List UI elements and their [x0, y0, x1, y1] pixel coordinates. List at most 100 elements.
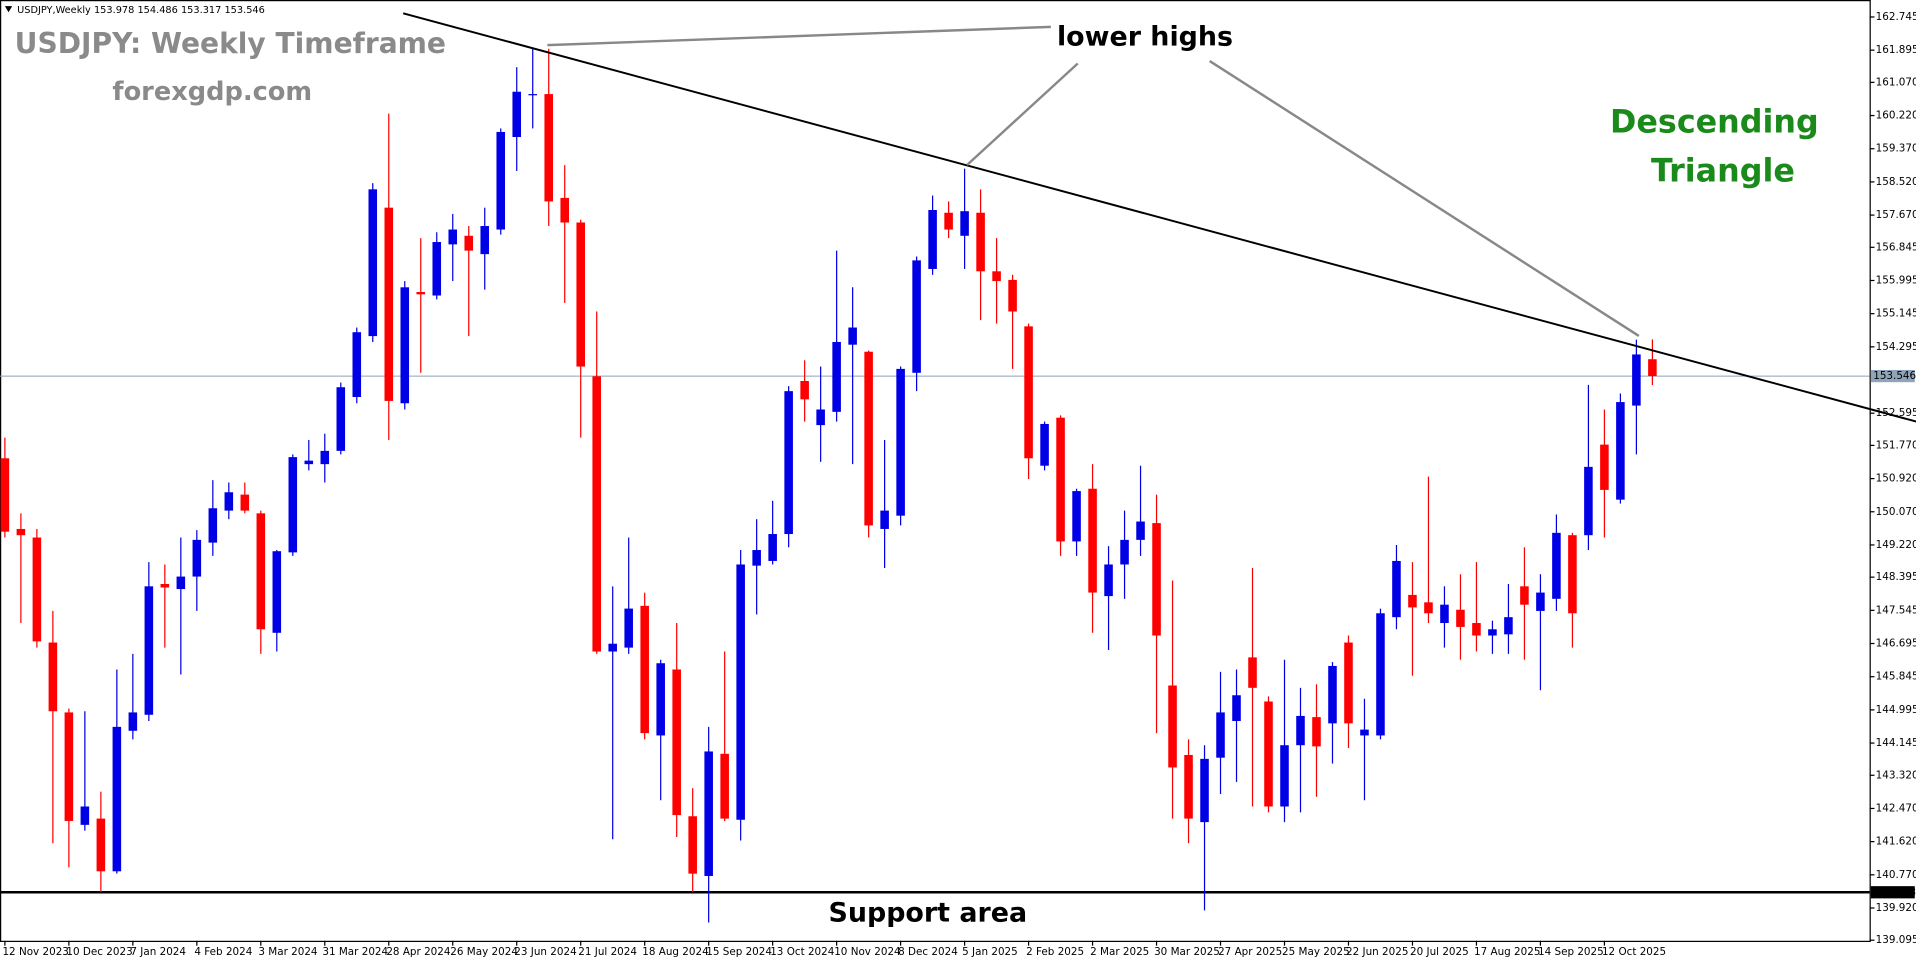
candle-body	[944, 212, 953, 230]
candle-body	[1280, 745, 1289, 807]
x-tick-label: 21 Jul 2024	[578, 946, 637, 958]
y-tick-label: 141.620	[1876, 836, 1916, 848]
candle-body	[432, 242, 442, 296]
candle-body	[1376, 613, 1385, 736]
header-low: 153.317	[181, 5, 221, 16]
candle-body	[256, 513, 266, 630]
candle-body	[1248, 657, 1257, 688]
x-tick-label: 15 Sep 2024	[706, 946, 772, 958]
y-tick-label: 162.745	[1876, 11, 1916, 23]
candle-body	[1568, 535, 1577, 614]
candle-body	[1184, 754, 1193, 819]
y-tick-label: 140.770	[1876, 869, 1916, 881]
x-tick-label: 3 Mar 2024	[258, 946, 318, 958]
pattern-label: Descending	[1610, 104, 1819, 140]
menu-icon	[4, 6, 13, 13]
candle-body	[176, 576, 186, 590]
candle-body	[272, 551, 282, 633]
symbol: USDJPY,Weekly	[17, 5, 91, 16]
candle-body	[848, 327, 857, 345]
candle-body	[512, 91, 522, 138]
candle-body	[784, 391, 793, 535]
candle-body	[1344, 642, 1353, 724]
candle-body	[720, 753, 729, 819]
x-tick-label: 2 Feb 2025	[1026, 946, 1084, 958]
candle-body	[1456, 609, 1465, 627]
candle-body	[1040, 423, 1049, 466]
chart-subtitle: forexgdp.com	[112, 77, 312, 107]
candle-body	[592, 376, 601, 652]
candle-body	[1488, 629, 1497, 636]
annotation-pointer	[547, 25, 1051, 47]
candle-body	[864, 351, 873, 526]
candle-body	[240, 494, 250, 511]
candle-body	[336, 387, 346, 451]
x-tick-label: 10 Nov 2024	[834, 946, 901, 958]
x-tick-label: 26 May 2024	[450, 946, 518, 958]
x-tick-label: 20 Jul 2025	[1410, 946, 1469, 958]
x-tick-label: 5 Jan 2025	[962, 946, 1018, 958]
price-box-label: 140.323	[1873, 886, 1916, 898]
candle-body	[128, 712, 138, 731]
candle-body	[1056, 417, 1065, 542]
y-tick-label: 159.370	[1876, 143, 1916, 155]
candle-body	[320, 450, 330, 465]
header-open: 153.978	[94, 5, 134, 16]
candle-body	[1552, 532, 1561, 599]
header-close: 153.546	[224, 5, 264, 16]
x-tick-label: 2 Mar 2025	[1090, 946, 1149, 958]
candle-body	[144, 586, 154, 715]
candle-body	[672, 669, 681, 816]
candle-body	[912, 260, 921, 373]
candle-body	[1392, 560, 1401, 618]
y-tick-label: 145.845	[1876, 671, 1916, 683]
y-tick-label: 155.145	[1876, 308, 1916, 320]
candle-body	[1312, 717, 1321, 747]
candle-body	[48, 642, 58, 712]
candle-body	[928, 210, 937, 269]
y-tick-label: 152.595	[1876, 407, 1916, 419]
y-tick-label: 161.895	[1876, 44, 1916, 56]
candle-body	[1536, 592, 1545, 611]
candle-body	[64, 712, 74, 821]
candle-body	[880, 510, 889, 529]
candle-body	[992, 271, 1001, 282]
candle-body	[832, 341, 841, 412]
candle-body	[1120, 539, 1129, 565]
candle-body	[1584, 466, 1593, 536]
candle-body	[384, 207, 394, 401]
candle-body	[1200, 758, 1209, 823]
y-tick-label: 139.920	[1876, 902, 1916, 914]
candle-body	[1504, 617, 1513, 635]
y-tick-label: 146.695	[1876, 638, 1916, 650]
x-tick-label: 27 Apr 2025	[1218, 946, 1282, 958]
price-box-label: 153.546	[1873, 370, 1916, 382]
x-tick-label: 23 Jun 2024	[514, 946, 577, 958]
candle-body	[224, 492, 234, 511]
candle-body	[464, 235, 474, 251]
candle-body	[576, 222, 585, 367]
candle-body	[640, 605, 649, 734]
candle-body	[304, 460, 314, 465]
candle-body	[496, 131, 506, 230]
y-tick-label: 142.470	[1876, 802, 1916, 814]
candle-body	[800, 380, 809, 400]
annotation-pointer	[1209, 60, 1640, 337]
y-tick-label: 144.995	[1876, 704, 1916, 716]
candle-body	[1408, 594, 1417, 608]
candle-body	[752, 550, 761, 566]
candle-body	[352, 332, 362, 398]
candle-body	[1600, 444, 1609, 490]
candle-body	[1264, 701, 1273, 807]
candle-body	[96, 818, 106, 872]
candle-body	[1328, 665, 1337, 724]
candle-body	[1648, 359, 1657, 377]
pattern-label: Triangle	[1651, 153, 1795, 189]
x-tick-label: 4 Feb 2024	[194, 946, 252, 958]
candle-body	[160, 583, 170, 588]
candle-body	[208, 508, 218, 543]
candle-body	[1088, 488, 1097, 593]
x-tick-label: 7 Jan 2024	[130, 946, 186, 958]
candle-body	[1360, 729, 1369, 736]
